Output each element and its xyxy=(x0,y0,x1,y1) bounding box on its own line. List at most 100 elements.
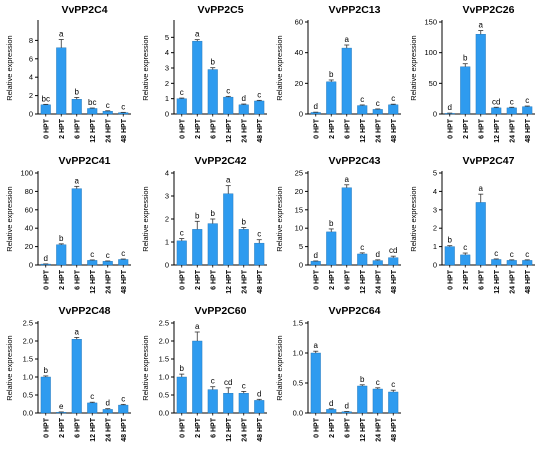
x-tick-label: 0 HPT xyxy=(43,118,50,139)
x-tick-label: 0 HPT xyxy=(447,269,454,290)
chart-title: VvPP2C26 xyxy=(463,4,515,16)
chart-panel-vvpp2c47: VvPP2C47 Relative expression 0 1 2 3 4 5 b 0 HPT c… xyxy=(409,155,535,294)
significance-label: c xyxy=(376,99,380,108)
y-tick-label: 0.5 xyxy=(293,379,303,388)
bar xyxy=(40,376,51,414)
y-tick-label: 1 xyxy=(165,238,169,247)
bar xyxy=(56,244,67,266)
x-tick-label: 24 HPT xyxy=(241,118,248,142)
bar xyxy=(522,106,533,115)
y-tick-label: 5 xyxy=(165,33,169,42)
bar xyxy=(372,388,383,414)
significance-label: a xyxy=(226,176,231,185)
chart-title: VvPP2C43 xyxy=(329,155,381,167)
x-tick-label: 24 HPT xyxy=(509,118,516,142)
chart-panel-vvpp2c41: VvPP2C41 Relative expression 0 20 40 60 80 100 d… xyxy=(5,155,131,294)
chart-panel-vvpp2c64: VvPP2C64 Relative expression 0.0 0.5 1.0 1.5 a… xyxy=(275,305,401,442)
y-tick-label: 20 xyxy=(25,242,33,251)
bar xyxy=(388,257,399,266)
significance-label: a xyxy=(345,175,350,184)
bar xyxy=(460,66,471,115)
bar xyxy=(254,100,265,115)
chart-panel-vvpp2c48: VvPP2C48 Relative expression 0.0 0.5 1.0 1.5 2… xyxy=(5,305,131,442)
significance-label: c xyxy=(494,249,498,258)
bar xyxy=(326,409,337,414)
y-tick-label: 1.0 xyxy=(293,349,303,358)
bar xyxy=(87,402,98,414)
significance-label: c xyxy=(360,95,364,104)
significance-label: b xyxy=(211,58,216,67)
chart-title: VvPP2C5 xyxy=(197,4,243,16)
y-axis-label: Relative expression xyxy=(141,186,150,251)
bar xyxy=(207,389,218,414)
y-tick-label: 1.5 xyxy=(293,319,303,328)
chart-panel-vvpp2c26: VvPP2C26 Relative expression 0 50 100 150 d 0 H… xyxy=(409,4,535,143)
bar xyxy=(460,254,471,266)
bar xyxy=(176,240,187,266)
x-tick-label: 24 HPT xyxy=(375,269,382,293)
y-axis-label: Relative expression xyxy=(409,35,418,100)
significance-label: c xyxy=(106,251,110,260)
y-tick-label: 20 xyxy=(295,187,303,196)
y-tick-label: 0 xyxy=(165,261,169,270)
significance-label: a xyxy=(479,184,484,193)
chart-panel-vvpp2c43: VvPP2C43 Relative expression 0 5 10 15 20 25 d 0 … xyxy=(275,155,401,294)
bar xyxy=(341,47,352,115)
y-axis-label: Relative expression xyxy=(5,335,14,400)
bar xyxy=(238,104,249,115)
x-tick-label: 48 HPT xyxy=(391,417,398,441)
significance-label: b xyxy=(180,364,185,373)
significance-label: b xyxy=(75,87,80,96)
y-tick-label: 0.5 xyxy=(23,391,33,400)
x-tick-label: 6 HPT xyxy=(478,269,485,290)
x-tick-label: 12 HPT xyxy=(226,417,233,441)
x-tick-label: 48 HPT xyxy=(525,118,532,142)
x-tick-label: 12 HPT xyxy=(226,269,233,293)
bar xyxy=(357,385,368,414)
x-tick-label: 12 HPT xyxy=(494,118,501,142)
y-tick-label: 0.0 xyxy=(159,409,169,418)
y-tick-label: 5 xyxy=(299,242,303,251)
y-tick-label: 2.5 xyxy=(159,319,169,328)
significance-label: e xyxy=(59,402,64,411)
significance-label: a xyxy=(479,21,484,30)
significance-label: cd xyxy=(224,378,232,387)
significance-label: b xyxy=(329,219,334,228)
y-tick-label: 60 xyxy=(295,18,303,27)
x-tick-label: 48 HPT xyxy=(121,269,128,293)
x-tick-label: 12 HPT xyxy=(90,269,97,293)
x-tick-label: 2 HPT xyxy=(59,417,66,438)
bar xyxy=(357,253,368,266)
y-tick-label: 0 xyxy=(433,261,437,270)
bar xyxy=(192,340,203,414)
significance-label: bc xyxy=(88,98,96,107)
chart-panel-vvpp2c42: VvPP2C42 Relative expression 0 1 2 3 4 c 0 HPT b 2… xyxy=(141,155,267,294)
significance-label: cd xyxy=(389,246,397,255)
y-tick-label: 80 xyxy=(25,187,33,196)
y-axis-label: Relative expression xyxy=(5,186,14,251)
bar xyxy=(118,112,129,115)
chart-title: VvPP2C47 xyxy=(463,155,515,167)
y-axis-label: Relative expression xyxy=(5,35,14,100)
significance-label: b xyxy=(360,375,365,384)
y-tick-label: 4 xyxy=(165,169,169,178)
bar xyxy=(238,229,249,266)
significance-label: d xyxy=(106,399,110,408)
y-tick-label: 2.0 xyxy=(23,337,33,346)
significance-label: b xyxy=(59,234,64,243)
chart-panel-vvpp2c13: VvPP2C13 Relative expression 0 20 40 60 d 0 HPT… xyxy=(275,4,401,143)
x-tick-label: 2 HPT xyxy=(195,269,202,290)
y-tick-label: 4 xyxy=(29,73,33,82)
significance-label: c xyxy=(257,230,261,239)
y-tick-label: 40 xyxy=(25,224,33,233)
significance-label: c xyxy=(180,229,184,238)
significance-label: c xyxy=(226,86,230,95)
bar xyxy=(522,260,533,266)
bar xyxy=(102,111,113,115)
bar xyxy=(506,260,517,266)
x-tick-label: 24 HPT xyxy=(105,269,112,293)
y-tick-label: 40 xyxy=(295,48,303,57)
significance-label: a xyxy=(195,30,200,39)
significance-label: a xyxy=(75,327,80,336)
